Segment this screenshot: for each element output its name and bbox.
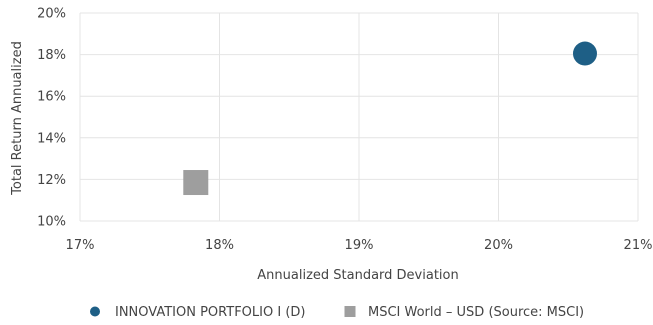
x-tick-label: 19% — [345, 238, 374, 253]
x-tick-label: 18% — [205, 238, 234, 253]
y-tick-label: 18% — [37, 48, 66, 63]
legend-label-1: MSCI World – USD (Source: MSCI) — [368, 305, 584, 320]
grid — [79, 12, 639, 222]
x-tick-label: 21% — [624, 238, 653, 253]
y-axis-title: Total Return Annualized — [10, 41, 25, 196]
x-axis-title: Annualized Standard Deviation — [257, 268, 458, 283]
y-tick-label: 20% — [37, 7, 66, 22]
x-tick-label: 20% — [484, 238, 513, 253]
y-tick-label: 12% — [37, 173, 66, 188]
legend-marker-1 — [344, 306, 356, 317]
x-axis-ticks: 17% 18% 19% 20% 21% — [66, 238, 653, 253]
data-points — [183, 41, 597, 196]
y-tick-label: 10% — [37, 215, 66, 230]
y-tick-label: 16% — [37, 90, 66, 105]
y-tick-label: 14% — [37, 131, 66, 146]
point-series-0 — [572, 41, 597, 66]
legend-label-0: INNOVATION PORTFOLIO I (D) — [115, 305, 305, 320]
legend: INNOVATION PORTFOLIO I (D) MSCI World – U… — [90, 305, 584, 320]
point-series-1 — [183, 170, 209, 196]
legend-marker-0 — [90, 306, 100, 317]
y-axis-ticks: 10% 12% 14% 16% 18% 20% — [37, 7, 66, 230]
x-tick-label: 17% — [66, 238, 95, 253]
